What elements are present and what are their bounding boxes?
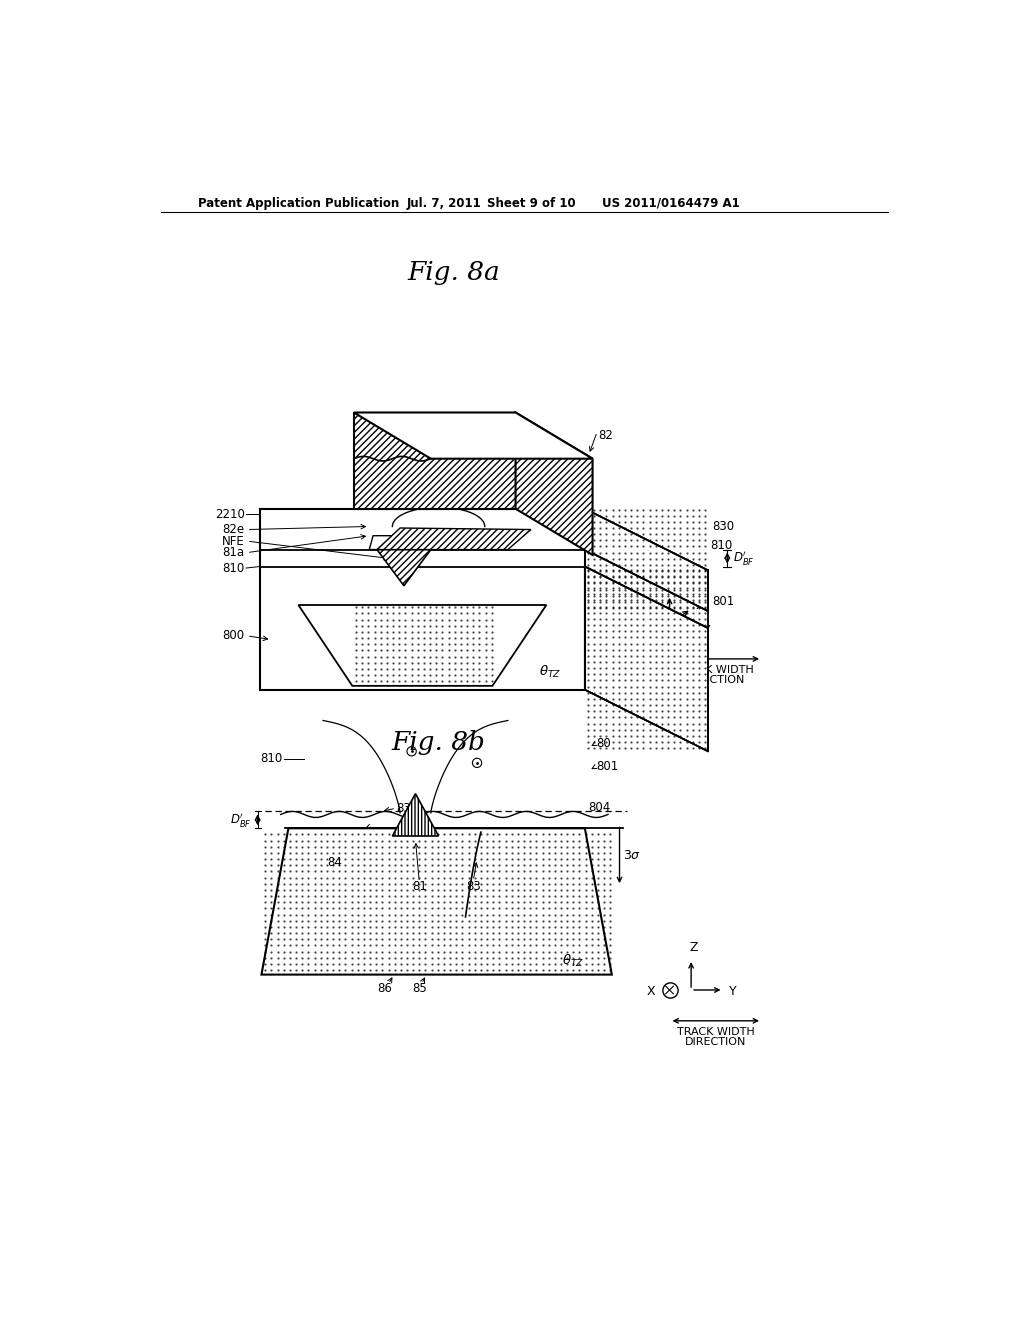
- Polygon shape: [261, 829, 611, 974]
- Text: 86: 86: [377, 982, 392, 995]
- Text: 81: 81: [412, 879, 427, 892]
- Text: 800: 800: [222, 630, 245, 643]
- Text: Fig. 8a: Fig. 8a: [408, 260, 501, 285]
- Text: $3\sigma$: $3\sigma$: [624, 849, 642, 862]
- Text: 830: 830: [712, 520, 734, 533]
- Text: 801: 801: [712, 594, 734, 607]
- Text: Fig. 8b: Fig. 8b: [391, 730, 485, 755]
- Text: 804: 804: [589, 801, 611, 814]
- Text: X: X: [695, 599, 705, 612]
- Text: $D_{BF}'$: $D_{BF}'$: [230, 810, 252, 829]
- Text: 82e: 82e: [222, 523, 245, 536]
- Polygon shape: [354, 412, 515, 508]
- Text: 830: 830: [396, 801, 419, 814]
- Text: TRACK WIDTH: TRACK WIDTH: [676, 665, 754, 676]
- Polygon shape: [377, 549, 431, 586]
- Polygon shape: [585, 508, 708, 611]
- Text: Y: Y: [729, 985, 736, 998]
- Text: Patent Application Publication: Patent Application Publication: [199, 197, 399, 210]
- Text: 810: 810: [711, 539, 732, 552]
- Text: 2210: 2210: [215, 508, 245, 520]
- Text: DIRECTION: DIRECTION: [684, 676, 745, 685]
- Polygon shape: [392, 793, 438, 836]
- Polygon shape: [370, 536, 446, 549]
- Text: X: X: [647, 985, 655, 998]
- Text: 85: 85: [412, 982, 427, 995]
- Text: $\theta_{TZ}$: $\theta_{TZ}$: [562, 953, 585, 969]
- Text: 810: 810: [260, 752, 283, 766]
- Text: Sheet 9 of 10: Sheet 9 of 10: [487, 197, 575, 210]
- Text: DIRECTION: DIRECTION: [685, 1038, 746, 1047]
- Text: $D_{BF}'$: $D_{BF}'$: [733, 549, 755, 568]
- Text: TRACK WIDTH: TRACK WIDTH: [677, 1027, 755, 1038]
- Polygon shape: [354, 412, 593, 459]
- Text: 801: 801: [596, 760, 618, 774]
- Text: NFE: NFE: [222, 535, 245, 548]
- Text: 81a: 81a: [222, 546, 245, 560]
- Text: Z: Z: [668, 577, 676, 590]
- Text: 810: 810: [222, 561, 245, 574]
- Text: Z: Z: [689, 941, 697, 954]
- Text: 82: 82: [599, 429, 613, 442]
- Text: Jul. 7, 2011: Jul. 7, 2011: [407, 197, 481, 210]
- Text: $\theta_{TZ}$: $\theta_{TZ}$: [539, 664, 561, 680]
- Polygon shape: [298, 605, 547, 686]
- Text: Y: Y: [703, 624, 711, 638]
- Polygon shape: [585, 566, 708, 751]
- Polygon shape: [377, 528, 531, 549]
- Polygon shape: [515, 412, 593, 554]
- Text: 80: 80: [596, 737, 611, 750]
- Text: 84: 84: [328, 857, 342, 870]
- Text: 83: 83: [466, 879, 480, 892]
- Text: US 2011/0164479 A1: US 2011/0164479 A1: [602, 197, 739, 210]
